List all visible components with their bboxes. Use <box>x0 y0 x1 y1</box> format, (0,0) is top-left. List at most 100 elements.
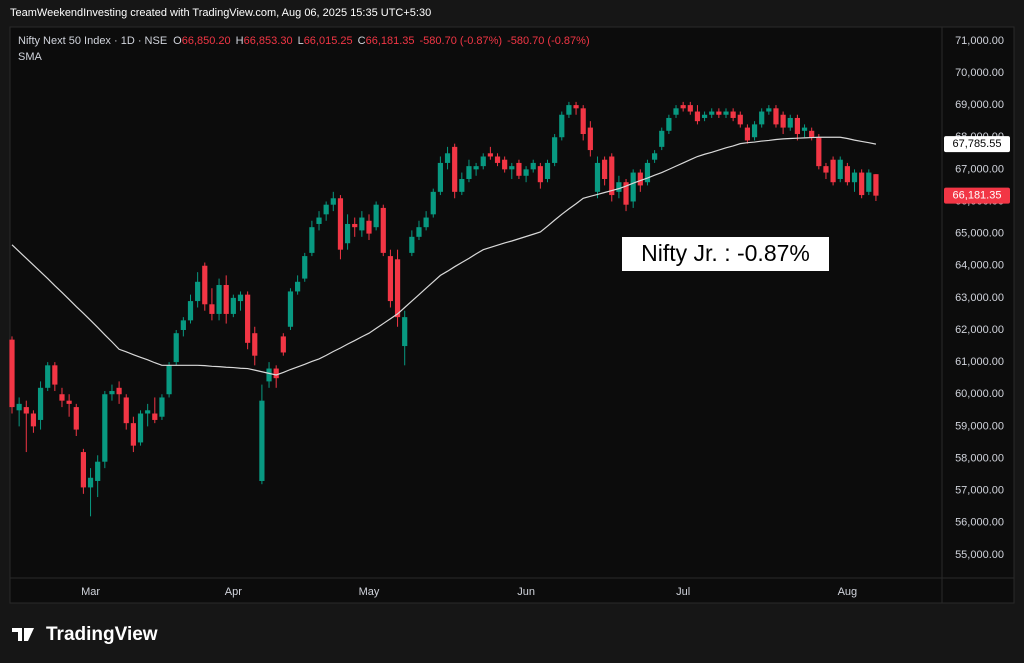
candle-body <box>602 159 608 179</box>
candle-body <box>159 397 165 417</box>
candle-body <box>866 172 872 192</box>
y-tick-label: 63,000.00 <box>955 292 1004 304</box>
ohlc-value: 66,181.35 <box>366 35 415 47</box>
x-tick-label: Mar <box>81 586 100 598</box>
y-tick-label: 65,000.00 <box>955 228 1004 240</box>
candle-body <box>337 198 344 250</box>
candle-body <box>416 227 422 237</box>
candle-body <box>494 156 501 163</box>
y-tick-label: 61,000.00 <box>955 356 1004 368</box>
candle-body <box>309 227 315 253</box>
candle-body <box>737 114 743 125</box>
logo-dot <box>24 629 29 633</box>
candle-body <box>652 153 658 160</box>
annotation-box <box>622 237 829 271</box>
candle-body <box>594 162 601 192</box>
x-tick-label: Jul <box>676 586 690 598</box>
candle-body <box>730 111 736 118</box>
candle-body <box>673 108 679 115</box>
candle-body <box>716 111 722 115</box>
candle-body <box>387 256 394 302</box>
candle-body <box>23 407 29 414</box>
candle-body <box>80 452 86 488</box>
candle-body <box>709 111 715 115</box>
candle-body <box>759 111 765 125</box>
candle-body <box>73 407 79 430</box>
candle-body <box>837 159 843 179</box>
candle-body <box>259 400 265 481</box>
y-tick-label: 70,000.00 <box>955 67 1004 79</box>
x-tick-label: May <box>359 586 380 598</box>
sma-price-box <box>944 136 1010 153</box>
ohlc-value: 66,850.20 <box>182 35 231 47</box>
candle-body <box>459 178 465 192</box>
candle-body <box>687 105 693 112</box>
candle-body <box>45 365 51 388</box>
candle-body <box>587 127 593 151</box>
candle-body <box>873 174 879 196</box>
candle-body <box>195 281 201 302</box>
candle-body <box>180 320 186 330</box>
candle-body <box>102 394 108 462</box>
candle-body <box>237 294 244 302</box>
last-price-box <box>944 187 1010 204</box>
candle-body <box>723 111 729 115</box>
candle-body <box>509 166 515 170</box>
candle-body <box>502 159 508 170</box>
candle-body <box>530 162 536 170</box>
header: Nifty Next 50 Index · 1D · NSE O66,850.20… <box>18 35 590 63</box>
x-tick-label: Apr <box>225 586 242 598</box>
candle-body <box>809 130 815 138</box>
candle-body <box>816 137 822 167</box>
candle-body <box>537 166 543 183</box>
y-tick-label: 58,000.00 <box>955 452 1004 464</box>
candle-body <box>280 336 286 353</box>
candle-body <box>744 127 751 141</box>
candle-body <box>523 169 529 176</box>
candle-body <box>130 423 136 446</box>
plot: 55,000.00 56,000.00 57,000.00 58,000.00 59,0… <box>9 35 1010 598</box>
annotation: Nifty Jr. : -0.87% <box>641 240 810 266</box>
candle-body <box>66 400 72 404</box>
candle-body <box>359 217 365 231</box>
candle-body <box>487 153 493 157</box>
x-tick-label: Aug <box>838 586 858 598</box>
candle-body <box>123 397 129 424</box>
candle-body <box>766 108 772 112</box>
symbol-title: Nifty Next 50 Index · 1D · NSE <box>18 35 167 47</box>
sma-line <box>11 136 877 376</box>
y-tick-label: 55,000.00 <box>955 549 1004 561</box>
candle-body <box>566 105 572 115</box>
candle-body <box>859 172 865 196</box>
candle-body <box>701 114 708 118</box>
candle-body <box>680 105 686 109</box>
x-tick-label: Jun <box>517 586 535 598</box>
candle-body <box>644 162 651 183</box>
candle-body <box>844 166 850 183</box>
candle-body <box>223 285 229 314</box>
logo-icon <box>12 628 34 641</box>
candle-body <box>95 461 101 481</box>
candle-body <box>830 159 836 183</box>
candle-body <box>552 137 558 163</box>
candle-body <box>409 236 415 253</box>
sma-price-label: 67,785.55 <box>953 138 1002 150</box>
candle-body <box>402 317 408 347</box>
ohlc-value: 66,853.30 <box>244 35 293 47</box>
y-tick-label: 56,000.00 <box>955 517 1004 529</box>
ohlc-key: L <box>298 35 304 47</box>
candle-body <box>166 365 172 395</box>
candle-body <box>516 162 522 176</box>
candle-body <box>801 127 808 131</box>
candle-body <box>444 153 451 163</box>
candle-body <box>366 220 372 234</box>
candle-body <box>466 166 472 179</box>
ohlc-key: C <box>358 35 366 47</box>
candle-body <box>430 191 436 215</box>
candle-body <box>273 368 279 379</box>
candle-body <box>187 301 194 321</box>
candle-body <box>30 413 37 427</box>
candle-body <box>773 108 779 125</box>
